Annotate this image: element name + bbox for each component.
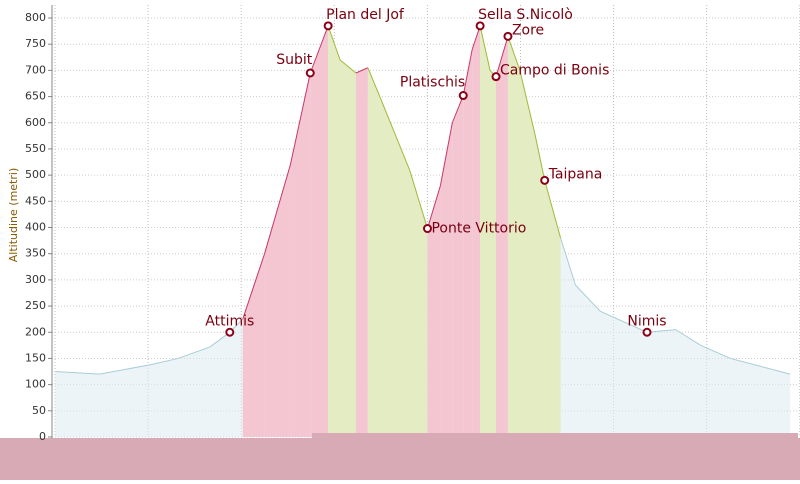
y-tick-label: 0 [39, 430, 46, 443]
profile-segment [507, 36, 521, 71]
segment-fill [519, 70, 535, 437]
segment-fill [310, 25, 329, 437]
profile-segment [575, 284, 601, 312]
waypoint-label: Campo di Bonis [500, 63, 609, 79]
waypoint-marker [422, 224, 432, 234]
profile-segment [409, 169, 428, 229]
segment-fill [394, 133, 410, 437]
waypoint-marker [540, 175, 550, 185]
profile-segment [600, 310, 648, 333]
profile-segment [519, 70, 536, 134]
profile-segment [439, 122, 453, 186]
y-tick-label: 500 [25, 168, 46, 181]
y-tick-label: 150 [25, 351, 46, 364]
segment-fill [427, 185, 441, 437]
scroll-bar [312, 433, 798, 439]
y-tick-label: 100 [25, 378, 46, 391]
segment-fill [367, 67, 380, 437]
waypoint-label: Attimis [205, 313, 254, 329]
waypoint-marker [458, 91, 468, 101]
segment-fill [544, 180, 561, 438]
waypoint-label: Ponte Vittorio [431, 221, 526, 237]
y-tick-label: 550 [25, 142, 46, 155]
profile-segment [355, 67, 369, 74]
profile-segment [560, 237, 576, 286]
y-tick-label: 50 [32, 404, 46, 417]
profile-segment [289, 72, 311, 165]
profile-segment [544, 180, 562, 239]
profile-segment [451, 95, 464, 123]
profile-segment [730, 357, 761, 367]
y-axis-label: Altitudine (metri) [7, 168, 20, 262]
profile-segment [700, 344, 731, 359]
y-tick-label: 250 [25, 299, 46, 312]
profile-segment [760, 365, 791, 375]
waypoint-marker [475, 21, 485, 31]
segment-fill [379, 96, 395, 437]
y-tick-label: 450 [25, 194, 46, 207]
segment-fill [452, 95, 464, 437]
segment-fill [242, 253, 265, 437]
waypoint-label: Taipana [548, 166, 603, 182]
profile-segment [367, 67, 381, 97]
waypoint-label: Subit [276, 52, 313, 68]
profile-segment [479, 25, 491, 71]
waypoint-label: Nimis [627, 313, 666, 329]
y-tick-label: 800 [25, 11, 46, 24]
profile-segment [99, 364, 151, 375]
y-tick-label: 300 [25, 273, 46, 286]
y-tick-label: 200 [25, 325, 46, 338]
waypoint-label: Zore [512, 22, 544, 38]
segment-fill [534, 133, 545, 437]
y-tick-label: 650 [25, 90, 46, 103]
y-tick-label: 350 [25, 247, 46, 260]
footer-bar [0, 438, 800, 480]
profile-segment [379, 96, 396, 134]
segment-fill [355, 67, 368, 437]
profile-segment [150, 357, 179, 366]
waypoint-marker [225, 327, 235, 337]
y-tick-label: 750 [25, 37, 46, 50]
segment-fill [328, 25, 341, 437]
segment-fill [490, 70, 497, 437]
segment-fill [496, 36, 508, 438]
segment-fill [480, 25, 491, 437]
segment-fill [409, 169, 428, 437]
y-tick-label: 400 [25, 221, 46, 234]
waypoint-marker [503, 31, 513, 41]
segment-fill [290, 72, 311, 438]
waypoint-marker [323, 21, 333, 31]
y-tick-label: 700 [25, 63, 46, 76]
waypoint-label: Platischis [400, 75, 465, 91]
segment-fill [340, 59, 356, 438]
profile-segment [54, 371, 100, 375]
profile-segment [177, 346, 211, 359]
profile-segment [327, 25, 341, 61]
waypoint-label: Plan del Jof [326, 7, 405, 23]
segment-fill [507, 36, 520, 438]
waypoint-marker [491, 72, 501, 82]
profile-segment [242, 253, 266, 320]
profile-segment [646, 329, 676, 333]
segment-fill [472, 25, 481, 437]
y-tick-label: 600 [25, 116, 46, 129]
profile-segment [264, 164, 291, 254]
profile-segment [339, 59, 357, 74]
segment-fill [440, 122, 453, 437]
profile-segment [462, 49, 473, 96]
profile-segment [309, 25, 329, 74]
plot: Attimis Subit Plan del Jof Platischis Sella … [54, 7, 791, 438]
profile-segment [427, 185, 441, 229]
waypoint-marker [305, 68, 315, 78]
profile-segment [534, 133, 546, 181]
waypoint-label: Sella S.Nicolò [478, 7, 573, 23]
profile-segment [495, 36, 509, 77]
profile-segment [675, 329, 701, 346]
segment-fill [463, 49, 473, 438]
waypoint-marker [642, 327, 652, 337]
profile-segment [394, 133, 411, 171]
